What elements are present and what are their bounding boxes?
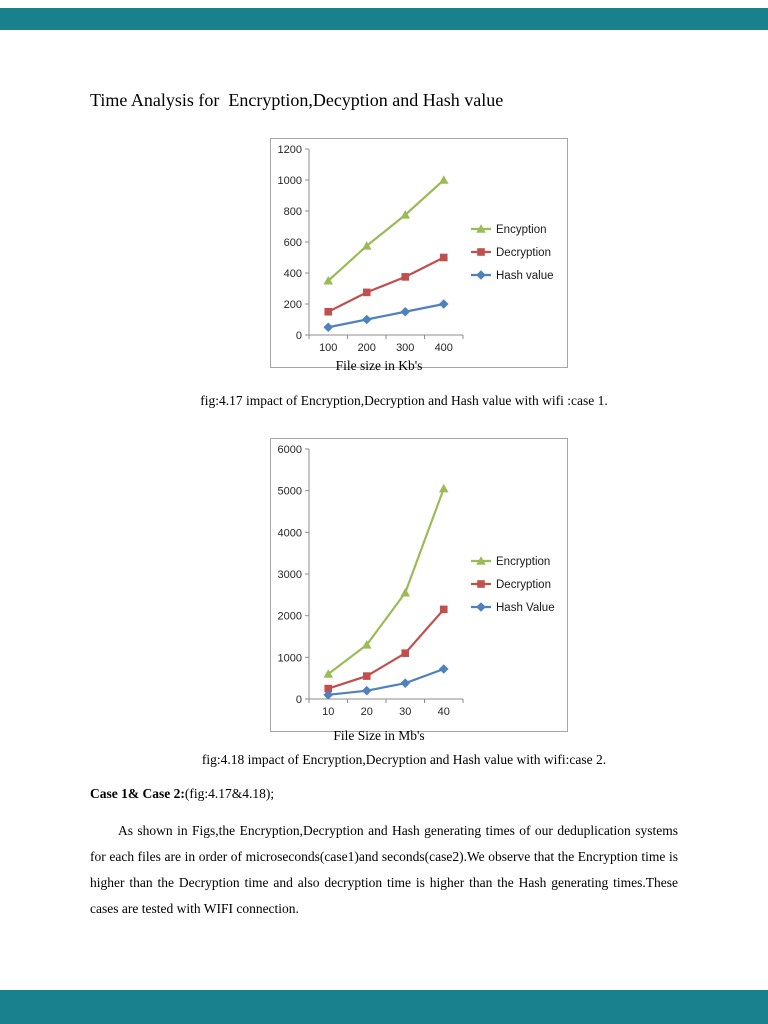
figure-chart-2: 0 1000 2000 3000 4000 5000 6000 10 20 30 40 Encrypt… bbox=[270, 438, 568, 732]
case-heading: Case 1& Case 2:(fig:4.17&4.18); bbox=[90, 786, 274, 802]
svg-text:400: 400 bbox=[284, 268, 302, 280]
svg-text:200: 200 bbox=[358, 342, 376, 354]
svg-text:5000: 5000 bbox=[278, 486, 302, 498]
svg-text:Decryption: Decryption bbox=[496, 247, 551, 259]
svg-text:1000: 1000 bbox=[278, 175, 302, 187]
svg-text:0: 0 bbox=[296, 330, 302, 342]
viewer-top-bar bbox=[0, 8, 768, 30]
svg-text:1000: 1000 bbox=[278, 652, 302, 664]
svg-text:100: 100 bbox=[319, 342, 337, 354]
body-paragraph: As shown in Figs,the Encryption,Decrypti… bbox=[90, 823, 678, 916]
svg-text:200: 200 bbox=[284, 299, 302, 311]
case-heading-bold: Case 1& Case 2: bbox=[90, 786, 185, 801]
svg-text:4000: 4000 bbox=[278, 527, 302, 539]
svg-text:1200: 1200 bbox=[278, 144, 302, 156]
page-title: Time Analysis for Encryption,Decyption a… bbox=[90, 90, 504, 110]
chart-2-xlabel: File Size in Mb's bbox=[333, 728, 425, 743]
svg-text:Encyption: Encyption bbox=[496, 224, 547, 236]
svg-text:0: 0 bbox=[296, 694, 302, 706]
figure-chart-1: 0 200 400 600 800 1000 1200 100 200 300 400 Encypti… bbox=[270, 138, 568, 368]
svg-text:6000: 6000 bbox=[278, 444, 302, 456]
viewer-bottom-bar bbox=[0, 990, 768, 1024]
svg-text:Hash Value: Hash Value bbox=[496, 602, 555, 614]
svg-text:800: 800 bbox=[284, 206, 302, 218]
chart-1-xlabel: File size in Kb's bbox=[335, 358, 423, 373]
svg-text:Decryption: Decryption bbox=[496, 579, 551, 591]
svg-text:400: 400 bbox=[435, 342, 453, 354]
svg-text:20: 20 bbox=[361, 706, 373, 718]
svg-text:30: 30 bbox=[399, 706, 411, 718]
chart-1-canvas: 0 200 400 600 800 1000 1200 100 200 300 400 Encypti… bbox=[278, 144, 554, 354]
svg-text:Hash value: Hash value bbox=[496, 270, 554, 282]
svg-text:Encryption: Encryption bbox=[496, 556, 550, 568]
figure-caption-2: fig:4.18 impact of Encryption,Decryption… bbox=[201, 752, 607, 767]
svg-text:10: 10 bbox=[322, 706, 334, 718]
case-heading-rest: (fig:4.17&4.18); bbox=[184, 786, 275, 801]
chart-2-canvas: 0 1000 2000 3000 4000 5000 6000 10 20 30 40 Encrypt… bbox=[278, 444, 555, 718]
svg-text:40: 40 bbox=[438, 706, 450, 718]
svg-text:3000: 3000 bbox=[278, 569, 302, 581]
svg-text:600: 600 bbox=[284, 237, 302, 249]
svg-text:2000: 2000 bbox=[278, 611, 302, 623]
svg-text:300: 300 bbox=[396, 342, 414, 354]
figure-caption-1: fig:4.17 impact of Encryption,Decryption… bbox=[200, 393, 608, 408]
